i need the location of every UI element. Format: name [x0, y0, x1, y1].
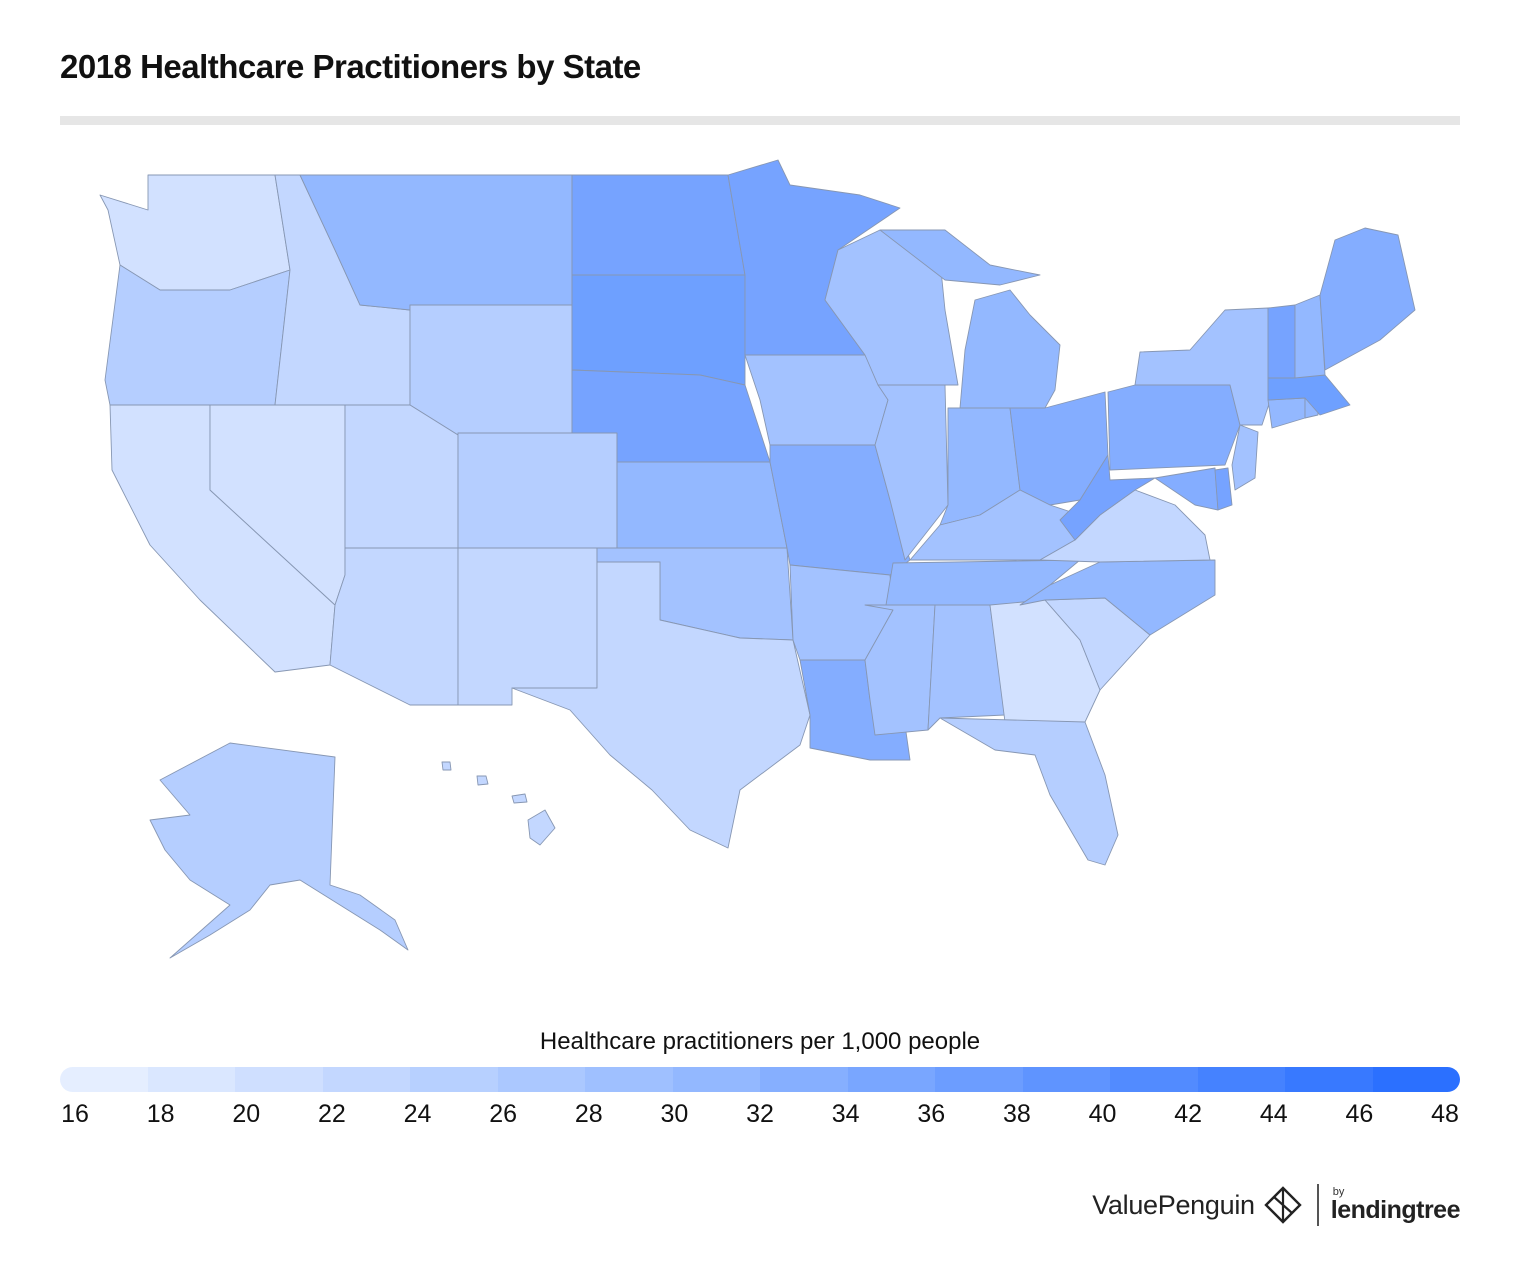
brand-separator: [1316, 1184, 1319, 1226]
chart-title: 2018 Healthcare Practitioners by State: [60, 48, 641, 85]
state-new-hampshire: [1294, 294, 1326, 379]
state-alaska: [149, 742, 409, 959]
state-pennsylvania: [1107, 384, 1241, 471]
legend-tick-label: 18: [146, 1100, 175, 1128]
legend-tick-label: 24: [403, 1100, 432, 1128]
state-kansas: [616, 461, 788, 549]
legend-segment: [585, 1067, 673, 1092]
state-hawaii-big-island: [527, 809, 556, 846]
legend-segment: [847, 1067, 935, 1092]
state-utah: [344, 404, 459, 549]
state-illinois: [874, 384, 949, 561]
lendingtree-logo-text: lendingtree: [1330, 1196, 1461, 1224]
legend-tick-label: 46: [1345, 1100, 1374, 1128]
legend-segment: [235, 1067, 323, 1092]
state-west-virginia: [1059, 454, 1156, 541]
legend-tick-label: 48: [1431, 1100, 1459, 1128]
legend-segment: [1372, 1067, 1460, 1092]
legend-segment: [410, 1067, 498, 1092]
legend-color-scale: [60, 1067, 1460, 1092]
legend-segment: [1110, 1067, 1198, 1092]
state-new-mexico: [457, 547, 598, 706]
legend-title: Healthcare practitioners per 1,000 peopl…: [539, 1028, 981, 1055]
state-michigan-upper: [879, 229, 1041, 286]
legend-segment: [1197, 1067, 1285, 1092]
branding: ValuePenguin by lendingtree: [1092, 1182, 1461, 1228]
state-delaware: [1214, 467, 1233, 511]
legend-segment: [322, 1067, 410, 1092]
state-wyoming: [409, 304, 573, 436]
legend-tick-label: 26: [489, 1100, 518, 1128]
legend-segment: [60, 1067, 148, 1092]
legend-segment: [1022, 1067, 1110, 1092]
legend-segment: [935, 1067, 1023, 1092]
state-vermont: [1267, 304, 1296, 379]
legend-tick-label: 16: [61, 1100, 89, 1128]
legend-tick-label: 20: [232, 1100, 261, 1128]
legend-ticks: 16 18 20 22 24 26 28 30 32 34 36 38 40 42 44 46 48: [0, 1100, 1520, 1132]
legend-tick-label: 40: [1088, 1100, 1117, 1128]
legend-segment: [147, 1067, 235, 1092]
legend-tick-label: 42: [1174, 1100, 1203, 1128]
state-north-dakota: [571, 174, 746, 276]
us-state-map: [99, 159, 1416, 959]
state-maine: [1319, 227, 1416, 371]
state-new-jersey: [1231, 424, 1259, 491]
state-texas: [511, 561, 811, 849]
legend-tick-label: 28: [574, 1100, 603, 1128]
state-iowa: [744, 354, 889, 446]
legend-segment: [760, 1067, 848, 1092]
valuepenguin-diamond-icon: [1264, 1186, 1302, 1224]
lendingtree-by-label: by: [1332, 1186, 1345, 1198]
state-alabama: [927, 604, 1006, 731]
state-michigan-lower: [959, 289, 1061, 409]
legend-segment: [1285, 1067, 1373, 1092]
state-hawaii-kauai: [441, 761, 452, 771]
legend-tick-label: 36: [917, 1100, 946, 1128]
legend-tick-label: 34: [831, 1100, 860, 1128]
title-divider: [60, 116, 1460, 125]
lendingtree-logo: by lendingtree: [1330, 1186, 1461, 1224]
state-hawaii-maui: [511, 793, 528, 804]
legend-tick-label: 30: [660, 1100, 689, 1128]
state-colorado: [457, 432, 618, 549]
state-south-dakota: [571, 274, 746, 386]
legend-tick-label: 38: [1002, 1100, 1031, 1128]
legend-segment: [672, 1067, 760, 1092]
state-connecticut: [1267, 397, 1306, 429]
state-hawaii-oahu: [476, 775, 489, 786]
legend-tick-label: 32: [746, 1100, 774, 1128]
legend-segment: [497, 1067, 585, 1092]
legend-tick-label: 22: [317, 1100, 346, 1128]
legend-tick-label: 44: [1259, 1100, 1288, 1128]
state-north-carolina: [1019, 559, 1216, 636]
state-florida: [939, 717, 1119, 866]
valuepenguin-logo-text: ValuePenguin: [1092, 1189, 1255, 1220]
state-arizona: [329, 547, 459, 706]
